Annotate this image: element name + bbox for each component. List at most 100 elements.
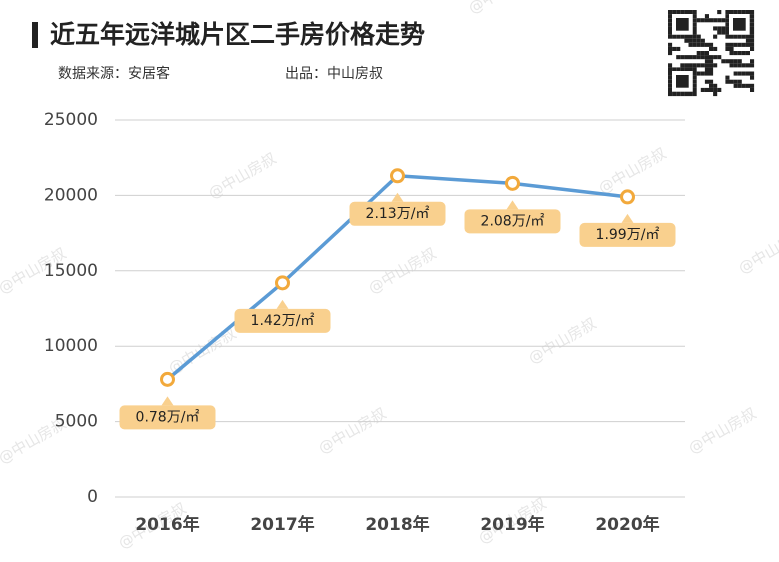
qr-cell [725, 59, 730, 64]
qr-cell [709, 42, 714, 47]
label-box [464, 209, 561, 234]
qr-cell [680, 92, 685, 97]
qr-cell [680, 10, 685, 15]
qr-cell [692, 92, 697, 97]
qr-cell [692, 34, 697, 39]
qr-cell [668, 30, 673, 35]
qr-cell [717, 55, 722, 60]
qr-cell [733, 10, 738, 15]
qr-cell [688, 34, 693, 39]
qr-cell [692, 14, 697, 19]
qr-cell [750, 87, 755, 92]
qr-cell [725, 34, 730, 39]
producer: 出品：中山房叔 [285, 66, 383, 82]
y-tick-label: 15000 [44, 261, 98, 281]
qr-finder [733, 18, 746, 31]
source: 数据来源：安居客 [58, 65, 170, 82]
qr-cell [713, 55, 718, 60]
qr-cell [737, 10, 742, 15]
qr-cell [721, 26, 726, 31]
qr-cell [696, 34, 701, 39]
qr-cell [704, 42, 709, 47]
qr-cell [688, 63, 693, 68]
qr-cell [700, 51, 705, 56]
qr-cell [709, 87, 714, 92]
qr-cell [688, 10, 693, 15]
data-label: 2.13万/㎡ [366, 206, 430, 222]
qr-cell [668, 83, 673, 88]
qr-cell [745, 51, 750, 56]
qr-cell [750, 26, 755, 31]
qr-cell [733, 34, 738, 39]
qr-cell [684, 10, 689, 15]
qr-cell [668, 14, 673, 19]
qr-cell [713, 87, 718, 92]
qr-cell [668, 22, 673, 27]
qr-cell [680, 55, 685, 60]
qr-cell [733, 63, 738, 68]
qr-cell [704, 67, 709, 72]
qr-cell [713, 92, 718, 97]
qr-cell [729, 63, 734, 68]
qr-cell [725, 46, 730, 51]
y-tick-label: 10000 [44, 336, 98, 356]
qr-cell [745, 71, 750, 76]
qr-cell [729, 42, 734, 47]
qr-cell [668, 67, 673, 72]
qr-cell [741, 10, 746, 15]
marker [160, 371, 175, 387]
qr-cell [741, 42, 746, 47]
qr-cell [680, 34, 685, 39]
qr-cell [729, 34, 734, 39]
qr-cell [729, 46, 734, 51]
qr-cell [676, 92, 681, 97]
qr-cell [741, 83, 746, 88]
qr-cell [750, 59, 755, 64]
qr-cell [721, 30, 726, 35]
qr-cell [737, 42, 742, 47]
qr-cell [692, 63, 697, 68]
qr-cell [725, 26, 730, 31]
data-label: 0.78万/㎡ [136, 409, 200, 425]
qr-cell [721, 59, 726, 64]
qr-cell [721, 18, 726, 23]
qr-cell [737, 51, 742, 56]
qr-cell [729, 51, 734, 56]
qr-cell [672, 67, 677, 72]
qr-cell [704, 51, 709, 56]
qr-cell [704, 59, 709, 64]
qr-cell [733, 71, 738, 76]
qr-cell [737, 83, 742, 88]
label-box [119, 405, 216, 430]
qr-cell [750, 83, 755, 88]
qr-cell [750, 34, 755, 39]
qr-cell [668, 71, 673, 76]
qr-cell [696, 51, 701, 56]
qr-cell [676, 55, 681, 60]
qr-cell [750, 46, 755, 51]
x-tick-label: 2018年 [365, 514, 429, 535]
qr-cell [725, 22, 730, 27]
qr-cell [741, 34, 746, 39]
watermark: @中山房叔 [525, 314, 599, 367]
qr-cell [750, 38, 755, 43]
qr-cell [672, 92, 677, 97]
watermark: @中山房叔 [205, 149, 279, 202]
x-tick-label: 2017年 [250, 514, 314, 535]
qr-cell [700, 42, 705, 47]
qr-cell [741, 71, 746, 76]
qr-code [668, 10, 755, 97]
qr-cell [733, 59, 738, 64]
qr-cell [750, 63, 755, 68]
qr-cell [745, 10, 750, 15]
qr-cell [729, 59, 734, 64]
qr-cell [684, 34, 689, 39]
label-pointer [391, 192, 404, 202]
qr-cell [676, 67, 681, 72]
data-label: 1.99万/㎡ [596, 227, 660, 243]
marker [620, 189, 635, 205]
qr-cell [688, 55, 693, 60]
qr-cell [680, 67, 685, 72]
